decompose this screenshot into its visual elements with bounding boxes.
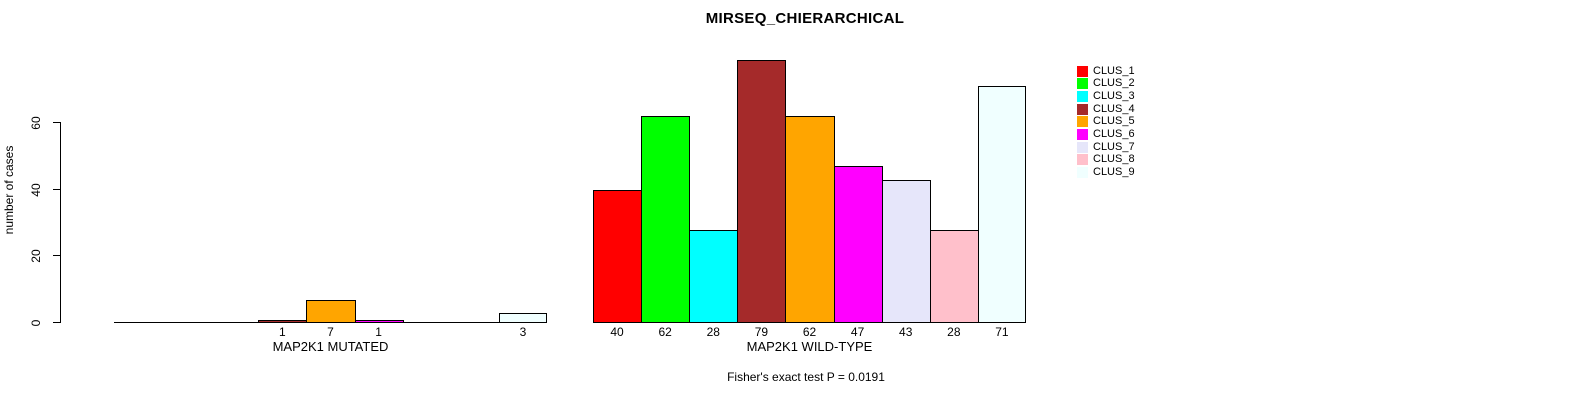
legend-swatch-clus_5: [1077, 116, 1088, 127]
bar-value-label: 1: [279, 325, 286, 339]
y-tick-label: 40: [29, 183, 43, 197]
bar-value-label: 62: [802, 325, 817, 339]
legend-swatch-clus_2: [1077, 78, 1088, 89]
legend-label: CLUS_4: [1093, 103, 1135, 115]
bar-clus_6: [834, 166, 883, 323]
legend-swatch-clus_7: [1077, 142, 1088, 153]
bar-clus_2: [641, 116, 690, 323]
bar-clus_3: [689, 230, 738, 323]
bar-clus_9: [499, 313, 547, 323]
bar-clus_1: [593, 190, 642, 323]
group-label: MAP2K1 MUTATED: [272, 339, 389, 354]
y-tick: [53, 189, 60, 190]
legend-swatch-clus_8: [1077, 154, 1088, 165]
chart-title: MIRSEQ_CHIERARCHICAL: [705, 10, 905, 27]
legend-label: CLUS_7: [1093, 141, 1135, 153]
bar-value-label: 7: [327, 325, 334, 339]
legend-swatch-clus_1: [1077, 66, 1088, 77]
bar-clus_4: [258, 320, 307, 323]
y-tick-label: 60: [29, 116, 43, 130]
legend-swatch-clus_9: [1077, 167, 1088, 178]
legend-label: CLUS_5: [1093, 115, 1135, 127]
legend-label: CLUS_3: [1093, 90, 1135, 102]
legend-swatch-clus_3: [1077, 91, 1088, 102]
bar-value-label: 1: [375, 325, 382, 339]
bar-value-label: 3: [519, 325, 527, 339]
bar-clus_8: [930, 230, 979, 323]
bar-value-label: 62: [658, 325, 672, 339]
legend-label: CLUS_6: [1093, 128, 1135, 140]
y-tick-label: 20: [29, 249, 43, 263]
bar-clus_4: [737, 60, 786, 323]
bar-value-label: 47: [850, 325, 865, 339]
legend-label: CLUS_9: [1093, 166, 1135, 178]
y-axis-line: [60, 122, 61, 323]
legend-label: CLUS_1: [1093, 65, 1135, 77]
bar-value-label: 28: [706, 325, 720, 339]
bar-clus_9: [978, 86, 1026, 323]
bar-value-label: 79: [754, 325, 769, 339]
bar-value-label: 40: [610, 325, 624, 339]
legend-label: CLUS_2: [1093, 77, 1135, 89]
y-tick: [53, 122, 60, 123]
bar-clus_5: [785, 116, 835, 323]
y-tick: [53, 255, 60, 256]
legend-swatch-clus_4: [1077, 104, 1088, 115]
bar-value-label: 28: [947, 325, 961, 339]
fisher-test-annotation: Fisher's exact test P = 0.0191: [727, 370, 885, 384]
bar-value-label: 43: [899, 325, 913, 339]
legend-label: CLUS_8: [1093, 153, 1135, 165]
y-tick: [53, 322, 60, 323]
y-tick-label: 0: [29, 319, 43, 327]
group-label: MAP2K1 WILD-TYPE: [746, 339, 873, 354]
bar-clus_7: [882, 180, 931, 323]
y-axis-label: number of cases: [2, 145, 16, 235]
bar-clus_6: [355, 320, 404, 323]
legend-swatch-clus_6: [1077, 129, 1088, 140]
bar-value-label: 71: [995, 325, 1009, 339]
bar-clus_5: [306, 300, 356, 323]
